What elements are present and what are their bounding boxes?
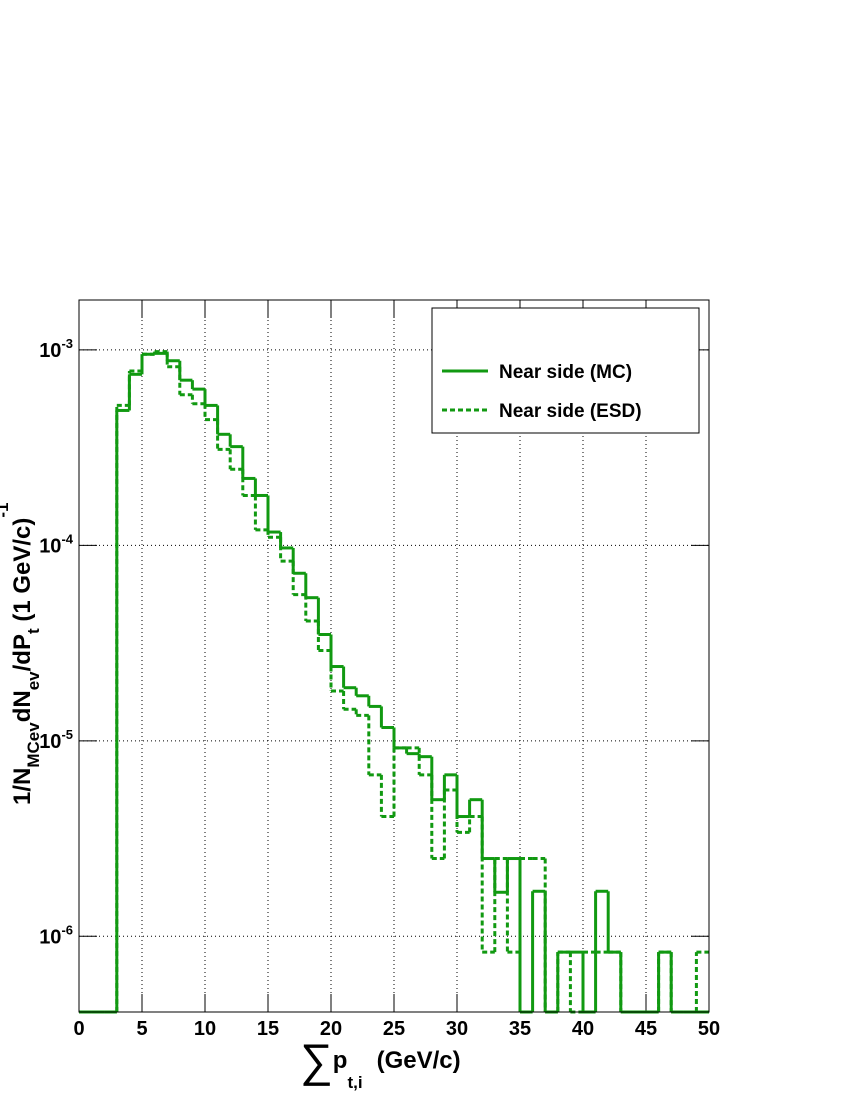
x-tick-label: 5 <box>136 1018 147 1040</box>
label-part: t,i <box>347 1073 362 1092</box>
y-axis-title: 1/NMCevdNev/dPt (1 GeV/c)-1 <box>0 503 43 806</box>
label-part: dN <box>9 690 36 722</box>
x-tick-label: 0 <box>73 1018 84 1040</box>
x-tick-label: 35 <box>509 1018 531 1040</box>
x-axis-title: ∑pt,i (GeV/c) <box>300 1034 461 1092</box>
label-part: p <box>333 1047 348 1074</box>
label-part: ev <box>24 671 43 690</box>
y-tick-label: 10-3 <box>39 336 73 362</box>
x-tick-label: 20 <box>320 1018 342 1040</box>
legend-label: Near side (MC) <box>499 362 632 383</box>
x-tick-label: 40 <box>572 1018 594 1040</box>
y-tick-label: 10-5 <box>39 727 73 753</box>
label-part: (1 GeV/c) <box>9 518 36 629</box>
x-tick-label: 10 <box>194 1018 216 1040</box>
x-tick-label: 50 <box>698 1018 720 1040</box>
y-tick-label: 10-6 <box>39 922 73 948</box>
label-part: -1 <box>0 503 12 518</box>
label-part: 1/N <box>9 768 36 805</box>
label-part: ∑ <box>300 1034 333 1086</box>
x-tick-label: 30 <box>446 1018 468 1040</box>
plot-frame <box>78 299 710 1013</box>
label-part: (GeV/c) <box>377 1047 461 1074</box>
label-part: t <box>24 628 43 634</box>
y-tick-label: 10-4 <box>39 531 74 557</box>
x-tick-label: 45 <box>635 1018 657 1040</box>
label-part: /dP <box>9 634 36 671</box>
x-tick-label: 15 <box>257 1018 279 1040</box>
legend-label: Near side (ESD) <box>499 401 642 422</box>
label-part: MCev <box>24 722 43 768</box>
x-tick-label: 25 <box>383 1018 405 1040</box>
